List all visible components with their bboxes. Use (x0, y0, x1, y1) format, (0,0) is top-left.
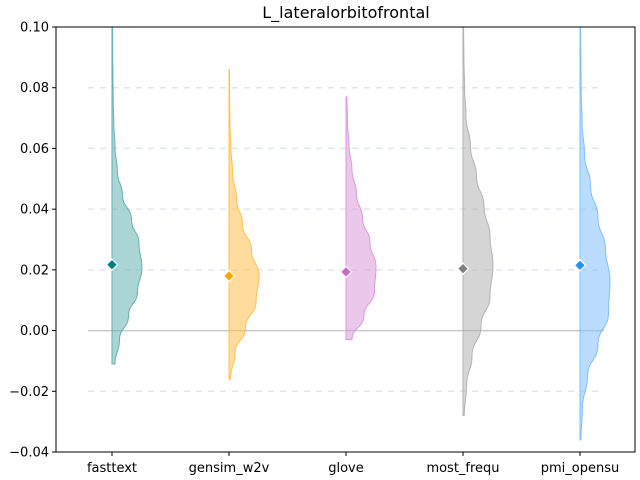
y-tick-label: −0.04 (9, 446, 49, 461)
mean-marker-glove (339, 265, 353, 279)
x-tick-label: fasttext (87, 461, 137, 476)
mean-marker-fasttext (105, 258, 119, 272)
violin-glove (345, 96, 377, 341)
x-tick-label: gensim_w2v (189, 461, 270, 476)
mean-marker-gensim_w2v (222, 269, 236, 283)
chart-title: L_lateralorbitofrontal (262, 3, 429, 23)
violin-gensim_w2v (228, 69, 260, 380)
x-axis: fasttext gensim_w2v glove most_frequ pmi_ope… (87, 452, 619, 476)
y-tick-label: 0.02 (20, 263, 49, 278)
y-tick-label: 0.06 (20, 142, 49, 157)
violins (105, 26, 611, 441)
mean-marker-most_frequ (456, 262, 470, 275)
x-tick-label: pmi_opensu (541, 461, 619, 476)
y-tick-label: 0.08 (20, 81, 49, 96)
y-tick-label: −0.02 (9, 385, 49, 400)
y-tick-label: 0.04 (20, 203, 49, 218)
violin-pmi_opensu (579, 26, 611, 441)
y-axis: −0.04 −0.02 0.00 0.02 0.04 0.06 0.08 0.10 (9, 21, 56, 461)
x-tick-label: glove (328, 461, 364, 476)
violin-most_frequ (462, 26, 494, 417)
mean-marker-pmi_opensu (573, 258, 587, 272)
violin-fasttext (111, 26, 143, 365)
y-tick-label: 0.10 (20, 21, 49, 36)
x-tick-label: most_frequ (426, 461, 499, 476)
y-tick-label: 0.00 (20, 324, 49, 339)
